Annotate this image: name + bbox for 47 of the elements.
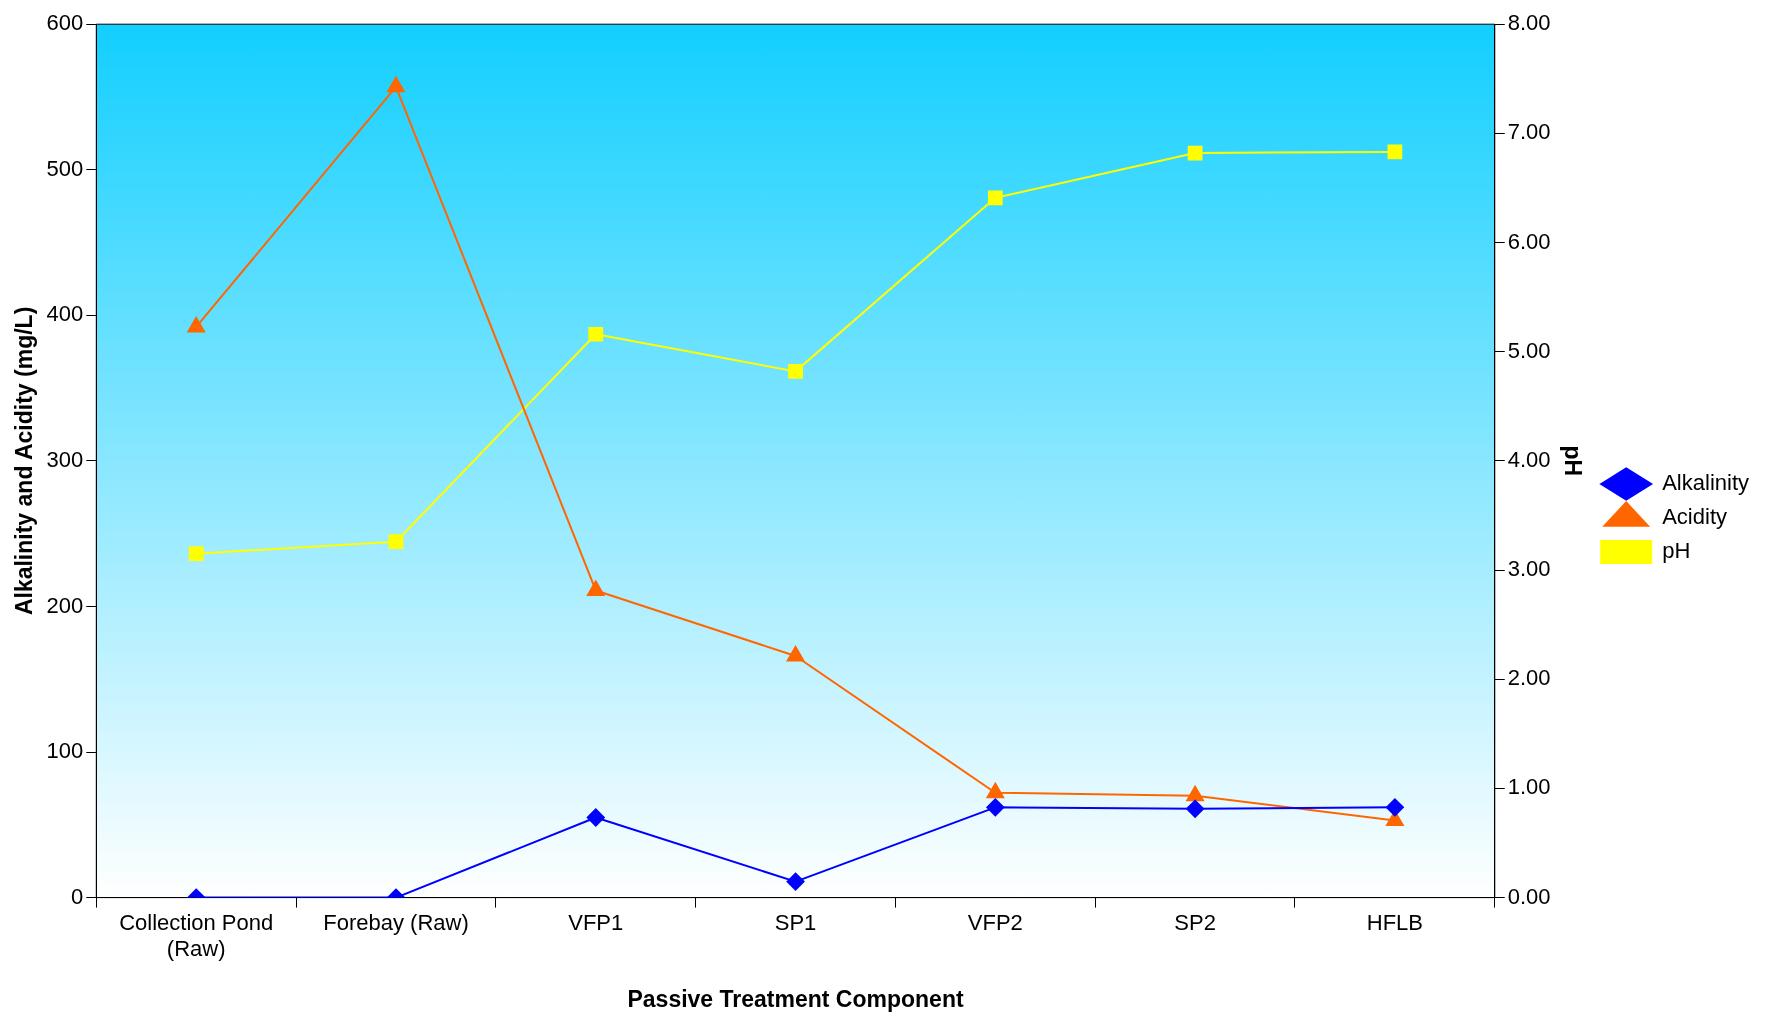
y2-tick-label: 1.00: [1507, 774, 1551, 800]
legend-label: Alkalinity: [1662, 470, 1749, 496]
x-tick-label: VFP1: [568, 909, 624, 935]
y2-tick-label: 7.00: [1507, 119, 1551, 145]
x-tick-label: HFLB: [1366, 909, 1424, 935]
point: [188, 546, 204, 562]
y2-tick-label: 2.00: [1507, 665, 1551, 691]
y-tick-label: 200: [46, 592, 84, 618]
y-axis-title: Alkalinity and Acidity (mg/L): [11, 306, 38, 616]
y2-axis-title: pH: [1560, 445, 1587, 477]
point: [387, 76, 405, 93]
point: [788, 364, 803, 379]
x-axis-title: Passive Treatment Component: [627, 985, 964, 1012]
point: [987, 190, 1003, 206]
y-tick-label: 0: [71, 883, 84, 909]
x-tick-label: SP1: [774, 909, 817, 935]
y2-tick-label: 6.00: [1507, 228, 1551, 254]
point: [1385, 798, 1404, 817]
y2-tick-label: 8.00: [1507, 10, 1551, 36]
point: [786, 872, 805, 891]
y-tick-label: 100: [46, 738, 84, 764]
point: [1187, 145, 1203, 161]
y2-tick-label: 4.00: [1507, 446, 1551, 472]
point: [586, 580, 605, 596]
point: [588, 326, 604, 342]
point: [1186, 785, 1204, 802]
point: [187, 316, 205, 333]
point: [586, 808, 605, 827]
point: [986, 782, 1005, 799]
y-tick-label: 600: [46, 10, 84, 36]
y2-tick-label: 5.00: [1507, 337, 1551, 363]
point: [986, 798, 1005, 817]
y-tick-label: 300: [46, 446, 84, 472]
y2-tick-label: 3.00: [1507, 556, 1551, 582]
point: [786, 645, 805, 662]
x-tick-label: SP2: [1174, 909, 1216, 935]
y-tick-label: 500: [46, 155, 84, 181]
point: [388, 534, 404, 550]
y-tick-label: 400: [46, 301, 84, 327]
point: [1186, 799, 1205, 818]
x-tick-label: Forebay (Raw): [323, 909, 469, 935]
x-tick-label: Collection Pond (Raw): [119, 909, 274, 962]
y2-tick-label: 0.00: [1507, 883, 1551, 909]
legend-label: Acidity: [1662, 504, 1727, 530]
point: [1387, 144, 1403, 160]
legend-label: pH: [1662, 538, 1691, 564]
x-tick-label: VFP2: [967, 909, 1023, 935]
